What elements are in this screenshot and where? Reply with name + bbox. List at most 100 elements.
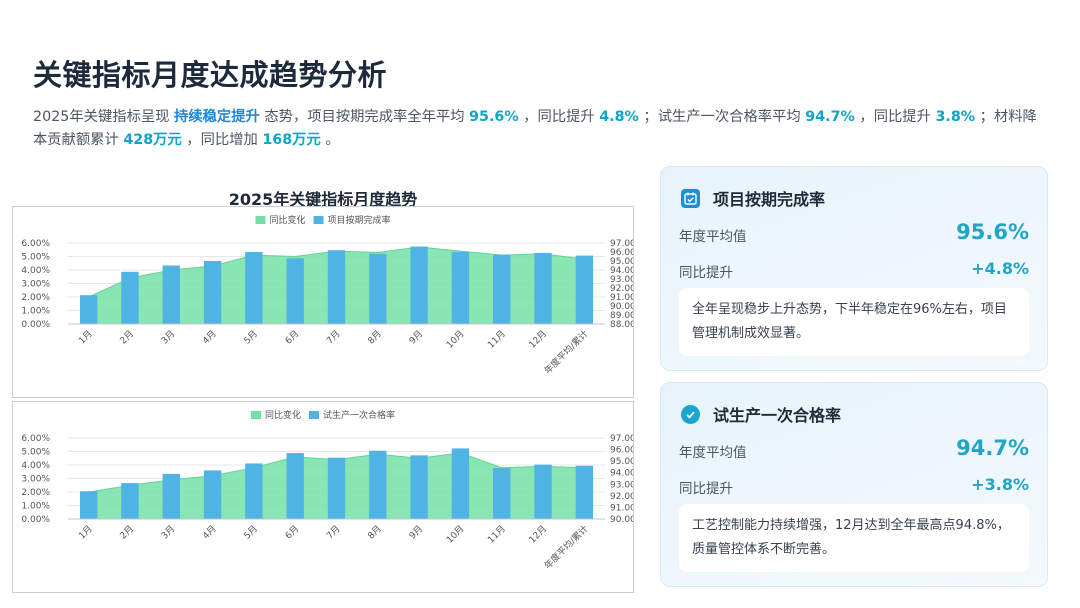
summary-part: 。 [320,132,340,148]
right-axis-tick: 97.00% [610,239,633,249]
x-axis-tick: 1月 [77,328,95,346]
chart-completion-rate: 同比变化 项目按期完成率 6.00% 5.00% 4.00% 3.00% 2.00% 1.00… [21,214,633,376]
right-axis-tick: 95.00% [610,457,633,467]
summary-highlight: 4.8% [599,109,639,125]
right-axis-tick: 90.00% [610,302,633,312]
x-axis-tick: 4月 [201,328,219,346]
x-axis-tick: 5月 [242,328,260,346]
right-axis-tick: 97.00% [610,434,633,444]
x-axis-tick: 3月 [159,328,177,346]
bar [451,252,470,324]
summary-part: 2025年关键指标呈现 [33,109,175,125]
card-header: 项目按期完成率 [681,186,825,210]
left-axis-tick: 1.00% [21,502,50,512]
right-axis-tick: 91.00% [610,293,633,303]
right-axis-tick: 93.00% [610,275,633,285]
right-axis-tick: 89.00% [610,311,633,321]
summary-highlight: 3.8% [935,109,976,125]
right-axis-tick: 94.00% [610,469,633,479]
yoy-value: +4.8% [971,259,1029,278]
bar [575,465,594,519]
x-axis-tick: 7月 [324,328,342,346]
bar [162,265,180,324]
kpi-card-completion-rate: 项目按期完成率 年度平均值 95.6% 同比提升 +4.8% 全年呈现稳步上升态… [660,166,1048,371]
x-axis-tick: 9月 [407,523,425,541]
x-axis-tick: 7月 [324,523,342,541]
right-axis-tick: 93.00% [610,480,633,490]
x-axis-tick: 年度平均/累计 [542,523,591,572]
summary-part: ；材料降本贡献额累计 [33,109,1037,148]
legend-label: 同比变化 [270,214,306,226]
bar [286,258,304,324]
x-axis-tick: 10月 [444,328,466,350]
left-axis-tick: 3.00% [21,280,50,290]
yoy-label: 同比提升 [679,481,733,497]
card-note: 工艺控制能力持续增强，12月达到全年最高点94.8%，质量管控体系不断完善。 [679,504,1029,572]
bar [162,473,180,519]
summary-part: ；试生产一次合格率平均 [638,109,806,125]
left-axis-tick: 0.00% [21,320,50,330]
x-axis-tick: 12月 [527,523,549,545]
bar [575,255,594,324]
calendar-check-icon [681,188,700,208]
bar [410,246,428,324]
bar [286,453,304,519]
bar [451,448,470,519]
x-axis-tick: 2月 [118,523,136,541]
bar [369,450,387,519]
legend-swatch-area [251,411,261,419]
legend-swatch-area [255,216,266,224]
bar [410,455,428,519]
bar [203,470,222,519]
left-axis-tick: 4.00% [21,461,50,471]
summary-text: 2025年关键指标呈现 持续稳定提升 态势，项目按期完成率全年平均 95.6% … [33,106,1048,152]
x-axis-tick: 11月 [486,328,508,350]
left-axis-tick: 5.00% [21,253,50,263]
bar [203,261,222,324]
x-axis-tick: 1月 [77,523,95,541]
summary-highlight: 95.6% [469,109,519,125]
summary-highlight: 428万元 [123,132,182,148]
avg-value: 95.6% [956,220,1029,244]
x-axis-tick: 12月 [527,328,549,350]
legend-label: 试生产一次合格率 [323,409,395,421]
summary-highlight: 168万元 [262,132,321,148]
bar [327,250,346,324]
bar [121,483,139,519]
right-axis-tick: 90.00% [610,515,633,525]
avg-row: 年度平均值 94.7% [679,436,1029,462]
x-axis-tick: 3月 [159,523,177,541]
right-axis-tick: 95.00% [610,257,633,267]
legend-swatch-bar [313,216,324,224]
right-axis-tick: 88.00% [610,320,633,330]
legend-swatch-bar [309,411,319,419]
yoy-row: 同比提升 +3.8% [679,472,1029,498]
bar [369,253,387,324]
avg-label: 年度平均值 [679,229,747,245]
x-axis-tick: 10月 [444,523,466,545]
x-axis-tick: 6月 [283,523,301,541]
bar [245,463,263,519]
summary-highlight: 94.7% [805,109,855,125]
summary-highlight: 持续稳定提升 [174,109,260,125]
x-axis-tick: 2月 [118,328,136,346]
summary-part: ，同比提升 [854,109,936,125]
left-axis-tick: 6.00% [21,239,50,249]
x-axis-tick: 8月 [366,523,384,541]
check-circle-icon [681,404,700,424]
summary-part: 态势，项目按期完成率全年平均 [259,109,470,125]
x-axis-tick: 5月 [242,523,260,541]
bar [493,254,511,324]
left-axis-tick: 4.00% [21,266,50,276]
right-axis-tick: 92.00% [610,492,633,502]
legend-label: 项目按期完成率 [328,214,391,226]
bar [245,252,263,324]
chart-title: 2025年关键指标月度趋势 [228,190,418,209]
bar [121,271,139,324]
avg-value: 94.7% [956,436,1029,460]
bar [493,468,511,519]
yoy-value: +3.8% [971,475,1029,494]
yoy-label: 同比提升 [679,265,733,281]
bar [534,252,552,324]
x-axis-tick: 6月 [283,328,301,346]
